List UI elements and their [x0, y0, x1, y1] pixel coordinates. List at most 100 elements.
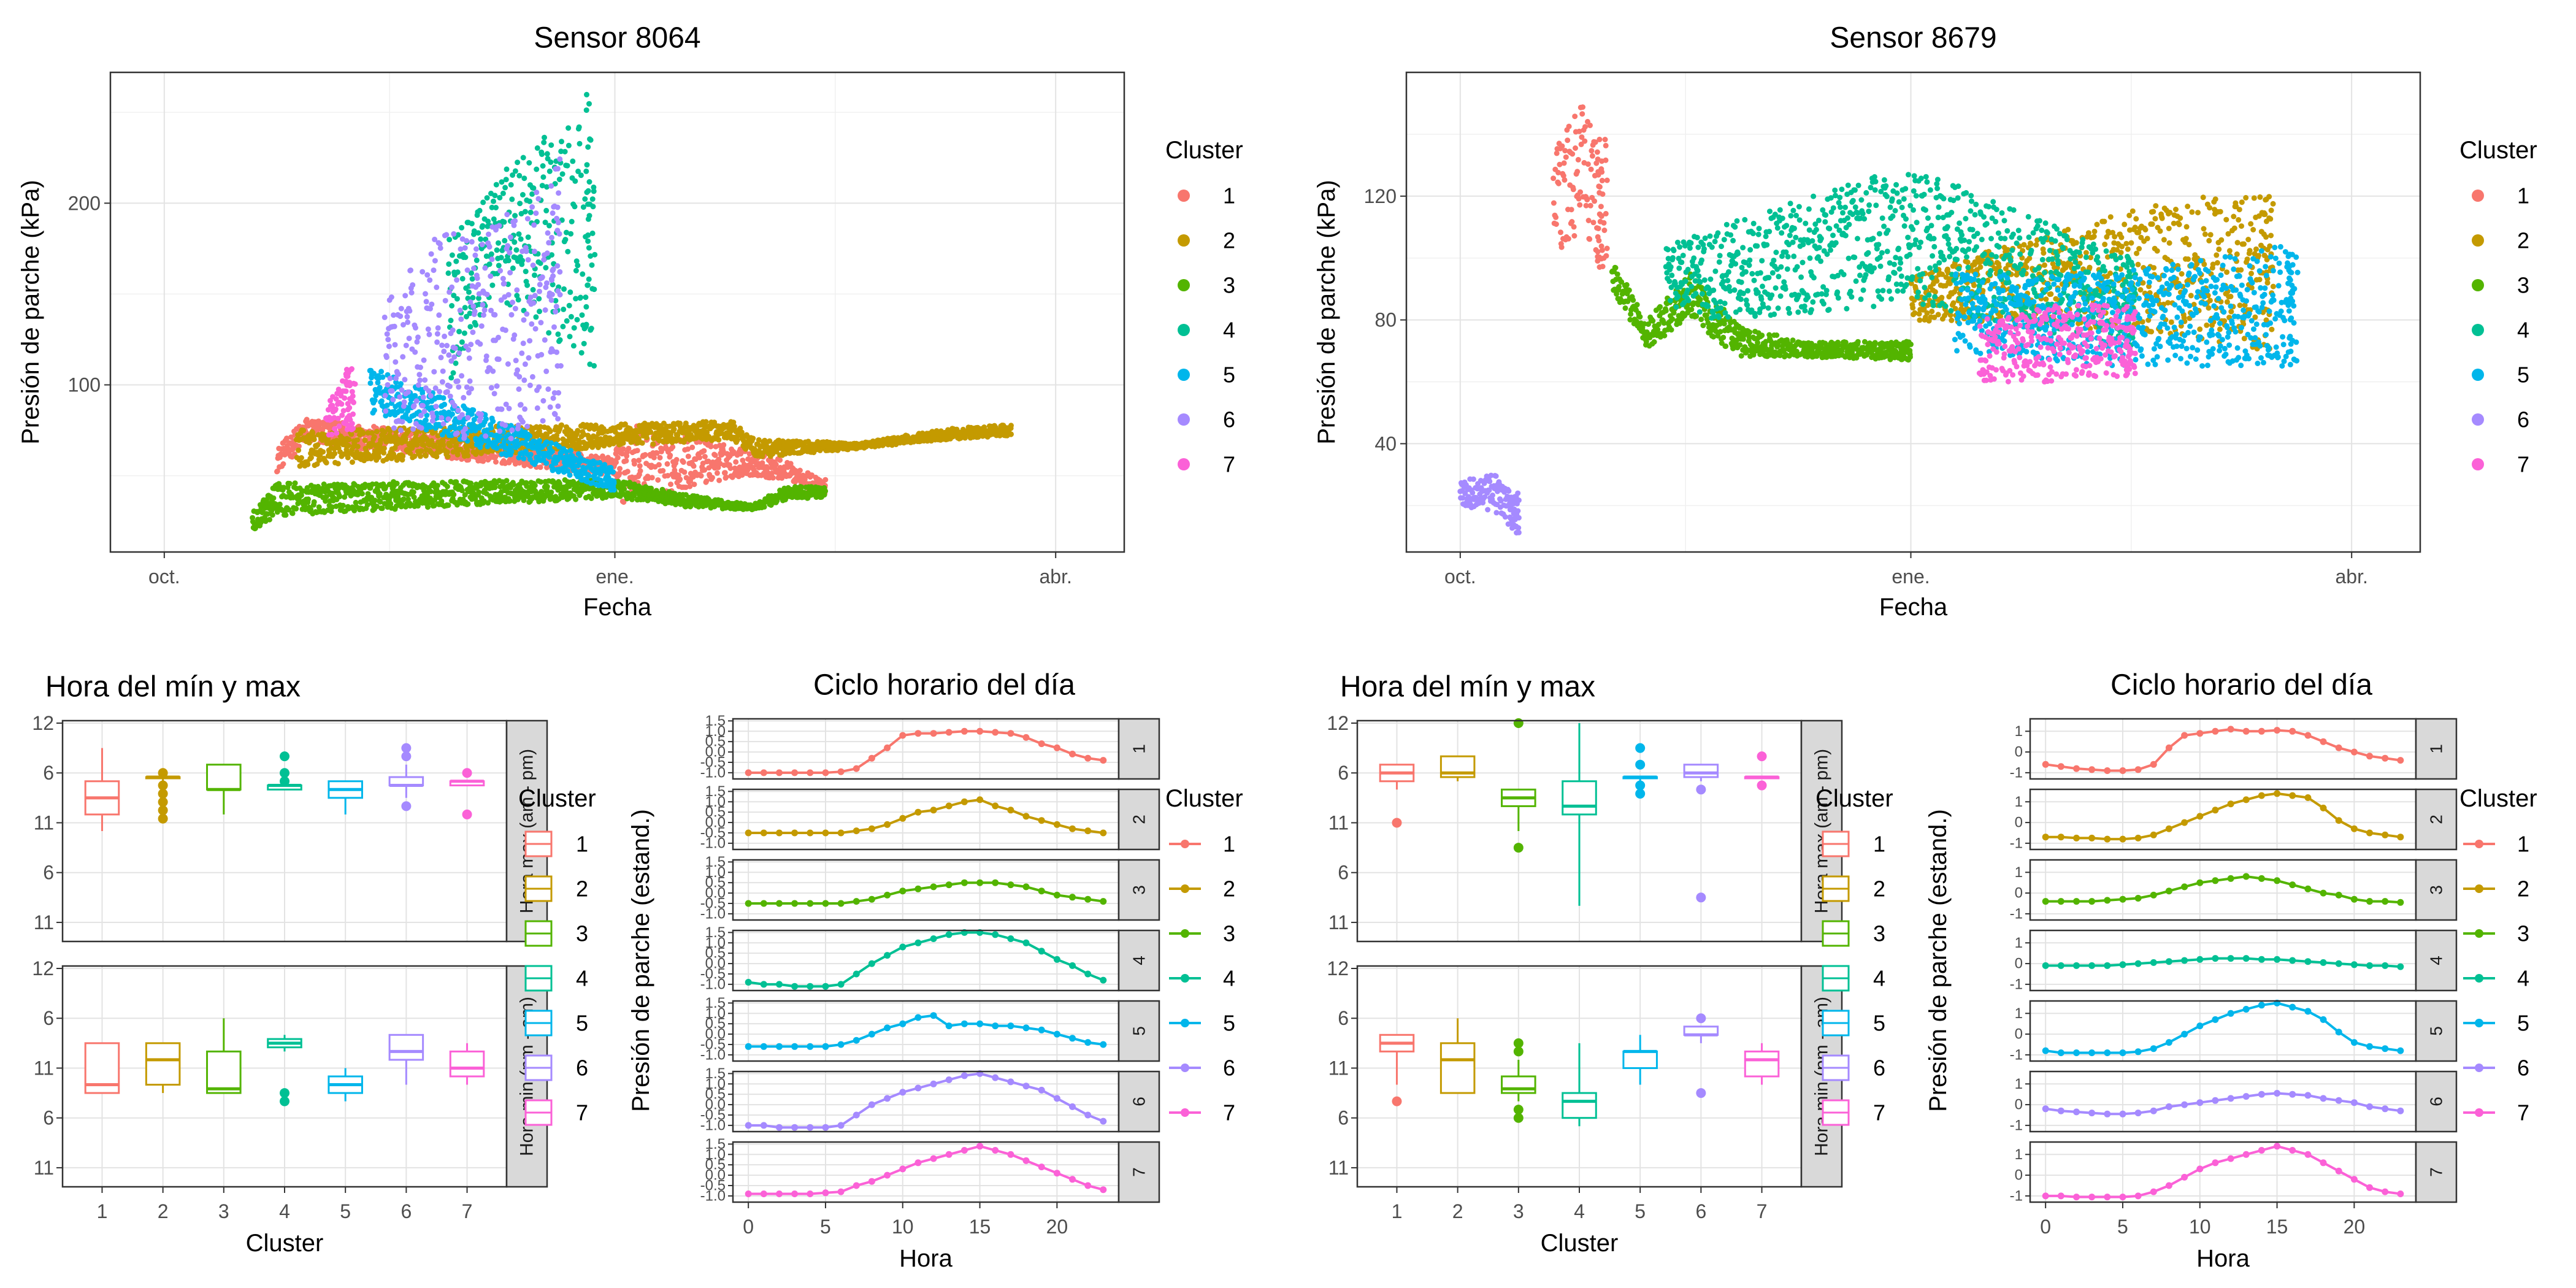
data-point-cluster-1 [687, 483, 693, 489]
data-point-cluster-2 [360, 431, 366, 436]
data-point-cluster-6 [440, 368, 446, 374]
data-point-cluster-3 [532, 482, 538, 488]
data-point-cluster-6 [519, 419, 526, 425]
data-point-cluster-2 [716, 437, 722, 443]
data-point-cluster-4 [567, 289, 573, 295]
data-point-cluster-5 [611, 480, 617, 486]
data-point-cluster-6 [523, 248, 529, 255]
data-point-cluster-6 [443, 232, 450, 238]
data-point-cluster-4 [565, 248, 571, 255]
data-point-cluster-6 [429, 301, 435, 307]
data-point-cluster-6 [421, 408, 427, 415]
data-point-cluster-6 [515, 422, 521, 428]
data-point-cluster-1 [613, 459, 619, 466]
data-point-cluster-4 [574, 316, 580, 323]
data-point-cluster-3 [286, 481, 293, 486]
data-point-cluster-4 [459, 275, 466, 282]
data-point-cluster-2 [447, 443, 453, 449]
data-point-cluster-6 [440, 421, 447, 427]
data-point-cluster-1 [685, 446, 691, 452]
data-point-cluster-6 [488, 273, 494, 279]
data-point-cluster-6 [496, 334, 501, 340]
data-point-cluster-4 [561, 306, 567, 312]
data-point-cluster-3 [340, 502, 346, 508]
data-point-cluster-1 [770, 475, 776, 481]
data-point-cluster-4 [578, 294, 584, 301]
data-point-cluster-1 [777, 457, 783, 463]
data-point-cluster-4 [560, 323, 566, 329]
data-point-cluster-6 [467, 378, 473, 384]
data-point-cluster-2 [308, 454, 314, 461]
data-point-cluster-2 [381, 429, 388, 435]
data-point-cluster-1 [651, 454, 657, 461]
data-point-cluster-4 [569, 218, 575, 224]
data-point-cluster-6 [534, 405, 540, 411]
data-point-cluster-6 [390, 396, 396, 402]
data-point-cluster-6 [444, 343, 450, 348]
data-point-cluster-1 [637, 463, 643, 469]
data-point-cluster-6 [452, 345, 458, 351]
data-point-cluster-6 [401, 399, 407, 405]
data-point-cluster-6 [502, 327, 508, 333]
data-point-cluster-6 [439, 379, 445, 385]
data-point-cluster-1 [708, 443, 714, 450]
data-point-cluster-4 [546, 168, 553, 174]
data-point-cluster-3 [544, 483, 550, 489]
data-point-cluster-2 [639, 440, 645, 446]
data-point-cluster-1 [480, 458, 486, 464]
data-point-cluster-2 [323, 459, 329, 466]
data-point-cluster-1 [681, 469, 688, 475]
data-point-cluster-6 [497, 267, 504, 274]
data-point-cluster-5 [488, 425, 494, 431]
data-point-cluster-6 [522, 406, 528, 412]
data-point-cluster-6 [506, 405, 512, 412]
data-point-cluster-6 [527, 338, 533, 344]
data-point-cluster-6 [507, 234, 513, 240]
data-point-cluster-4 [534, 145, 540, 151]
data-point-cluster-4 [570, 343, 577, 349]
data-point-cluster-6 [382, 393, 388, 399]
data-point-cluster-4 [446, 261, 452, 267]
data-point-cluster-6 [532, 248, 537, 255]
data-point-cluster-6 [387, 375, 393, 381]
data-point-cluster-4 [573, 267, 579, 274]
data-point-cluster-3 [293, 506, 299, 512]
data-point-cluster-4 [469, 276, 475, 282]
data-point-cluster-6 [461, 394, 467, 401]
data-point-cluster-6 [515, 367, 521, 373]
data-point-cluster-2 [444, 449, 450, 455]
data-point-cluster-4 [572, 178, 578, 184]
data-point-cluster-4 [579, 312, 585, 318]
data-point-cluster-6 [500, 275, 506, 282]
data-point-cluster-6 [478, 411, 484, 417]
data-point-cluster-4 [587, 201, 593, 207]
data-point-cluster-6 [404, 313, 410, 320]
data-point-cluster-6 [486, 243, 493, 250]
data-point-cluster-3 [451, 491, 457, 497]
data-point-cluster-4 [592, 251, 598, 258]
data-point-cluster-1 [683, 475, 689, 481]
data-point-cluster-3 [410, 489, 416, 495]
data-point-cluster-3 [573, 496, 579, 502]
data-point-cluster-1 [626, 445, 632, 451]
data-point-cluster-4 [568, 231, 574, 237]
data-point-cluster-6 [434, 284, 440, 290]
data-point-cluster-4 [526, 160, 532, 166]
data-point-cluster-6 [454, 277, 460, 283]
data-point-cluster-1 [280, 461, 286, 467]
data-point-cluster-2 [355, 443, 361, 450]
data-point-cluster-6 [529, 374, 535, 380]
data-point-cluster-6 [491, 391, 497, 397]
data-point-cluster-4 [582, 196, 588, 202]
data-point-cluster-6 [451, 231, 457, 237]
data-point-cluster-6 [465, 415, 471, 421]
data-point-cluster-6 [385, 337, 391, 343]
data-point-cluster-6 [415, 382, 421, 388]
data-point-cluster-5 [610, 486, 616, 493]
data-point-cluster-3 [305, 496, 312, 502]
data-point-cluster-4 [586, 101, 592, 107]
data-point-cluster-6 [464, 238, 469, 244]
data-point-cluster-2 [374, 429, 380, 435]
data-point-cluster-1 [617, 466, 623, 472]
data-point-cluster-6 [385, 382, 391, 388]
